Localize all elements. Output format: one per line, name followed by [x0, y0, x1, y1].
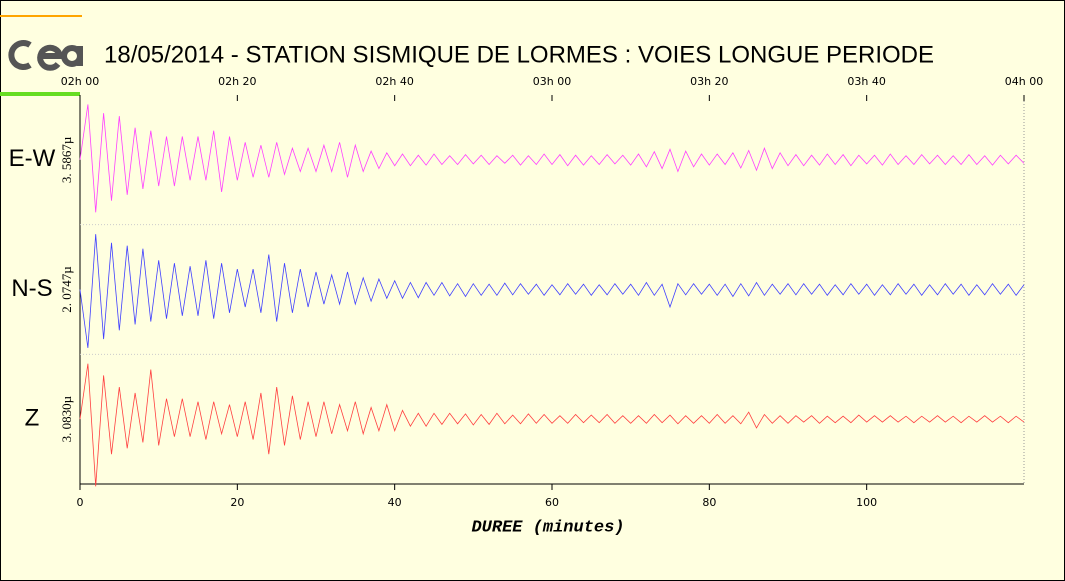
x2-tick-label: 02h 00 — [61, 75, 99, 88]
x-tick-label: 100 — [856, 496, 877, 509]
trace — [79, 363, 1025, 487]
trace — [79, 104, 1025, 213]
x2-tick-label: 03h 00 — [533, 75, 571, 88]
trace — [79, 234, 1025, 348]
scale-label: 3. 0830µ — [59, 395, 74, 442]
channel-label: N-S — [11, 275, 52, 302]
scale-label: 2. 0747µ — [59, 266, 74, 313]
x-tick-label: 60 — [545, 496, 559, 509]
channel-label: E-W — [9, 145, 56, 172]
x-tick-label: 20 — [230, 496, 244, 509]
x2-tick-label: 03h 40 — [847, 75, 885, 88]
channel-label: Z — [25, 405, 40, 432]
x-tick-label: 0 — [77, 496, 84, 509]
x-tick-label: 40 — [388, 496, 402, 509]
x2-tick-label: 03h 20 — [690, 75, 728, 88]
scale-label: 3. 5867µ — [59, 136, 74, 183]
x2-tick-label: 04h 00 — [1005, 75, 1043, 88]
logo — [8, 40, 83, 71]
x-axis-title: DUREE (minutes) — [471, 518, 624, 537]
chart-title: 18/05/2014 - STATION SISMIQUE DE LORMES … — [104, 41, 934, 68]
x2-tick-label: 02h 40 — [375, 75, 413, 88]
x2-tick-label: 02h 20 — [218, 75, 256, 88]
x-tick-label: 80 — [702, 496, 716, 509]
